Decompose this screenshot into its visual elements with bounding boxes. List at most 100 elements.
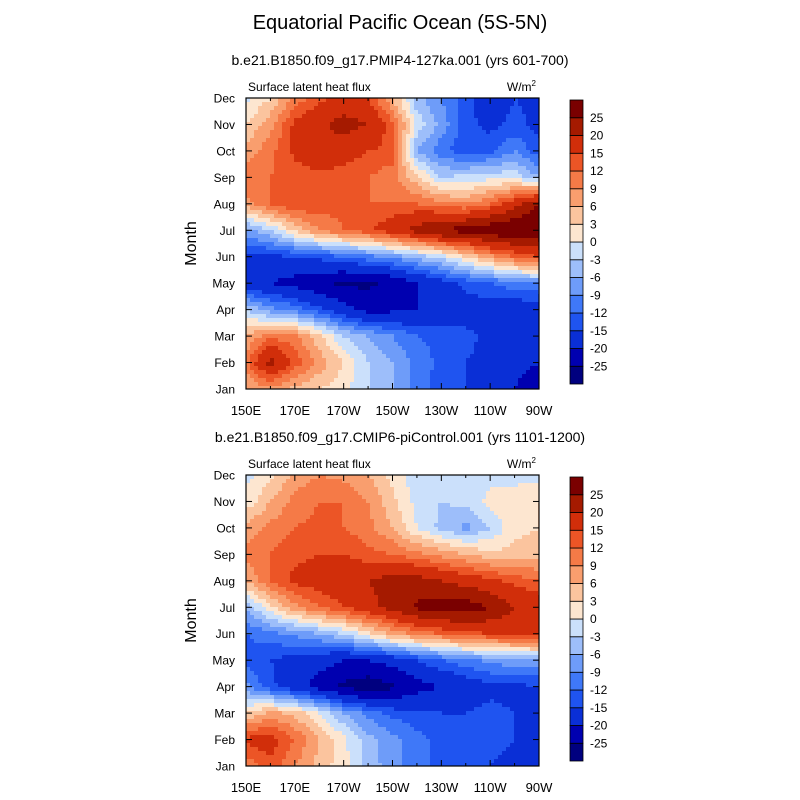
heatmap-cell (530, 226, 535, 231)
heatmap-cell (298, 230, 303, 235)
heatmap-cell (338, 122, 343, 127)
heatmap-cell (486, 342, 491, 347)
heatmap-cell (282, 250, 287, 255)
heatmap-cell (386, 362, 391, 367)
heatmap-cell (246, 226, 251, 231)
heatmap-cell (490, 254, 495, 259)
heatmap-cell (382, 330, 387, 335)
heatmap-cell (298, 346, 303, 351)
heatmap-cell (530, 174, 535, 179)
heatmap-cell (254, 206, 259, 211)
heatmap-cell (486, 210, 491, 215)
heatmap-cell (250, 238, 255, 243)
heatmap-cell (474, 326, 479, 331)
heatmap-cell (442, 158, 447, 163)
heatmap-cell (522, 246, 527, 251)
heatmap-cell (458, 182, 463, 187)
heatmap-cell (286, 174, 291, 179)
heatmap-cell (534, 222, 539, 227)
heatmap-cell (502, 358, 507, 363)
heatmap-cell (450, 302, 455, 307)
heatmap-cell (506, 166, 511, 171)
heatmap-cell (462, 206, 467, 211)
heatmap-cell (282, 190, 287, 195)
heatmap-cell (374, 118, 379, 123)
heatmap-cell (318, 338, 323, 343)
heatmap-cell (458, 270, 463, 275)
heatmap-cell (482, 290, 487, 295)
heatmap-cell (282, 326, 287, 331)
heatmap-cell (306, 322, 311, 327)
heatmap-cell (378, 226, 383, 231)
heatmap-cell (250, 318, 255, 323)
heatmap-cell (262, 350, 267, 355)
heatmap-cell (414, 262, 419, 267)
heatmap-cell (374, 186, 379, 191)
heatmap-cell (298, 306, 303, 311)
heatmap-cell (362, 122, 367, 127)
heatmap-cell (294, 358, 299, 363)
heatmap-cell (490, 190, 495, 195)
heatmap-cell (490, 226, 495, 231)
heatmap-cell (246, 130, 251, 135)
heatmap-cell (294, 290, 299, 295)
heatmap-cell (354, 154, 359, 159)
heatmap-cell (294, 114, 299, 119)
heatmap-cell (454, 102, 459, 107)
heatmap-cell (246, 282, 251, 287)
heatmap-cell (278, 358, 283, 363)
heatmap-cell (374, 166, 379, 171)
heatmap-cell (246, 210, 251, 215)
heatmap-cell (426, 358, 431, 363)
heatmap-cell (382, 178, 387, 183)
heatmap-cell (306, 98, 311, 103)
heatmap-cell (322, 98, 327, 103)
heatmap-cell (330, 98, 335, 103)
heatmap-cell (518, 178, 523, 183)
heatmap-cell (410, 358, 415, 363)
heatmap-cell (362, 330, 367, 335)
heatmap-cell (326, 162, 331, 167)
heatmap-cell (326, 282, 331, 287)
heatmap-cell (326, 290, 331, 295)
heatmap-cell (294, 158, 299, 163)
heatmap-cell (442, 326, 447, 331)
heatmap-cell (254, 322, 259, 327)
heatmap-cell (446, 186, 451, 191)
heatmap-cell (522, 234, 527, 239)
heatmap-cell (486, 322, 491, 327)
heatmap-cell (306, 198, 311, 203)
heatmap-cell (486, 362, 491, 367)
heatmap-cell (498, 146, 503, 151)
heatmap-cell (294, 142, 299, 147)
heatmap-cell (426, 306, 431, 311)
heatmap-cell (434, 318, 439, 323)
heatmap-cell (266, 202, 271, 207)
heatmap-cell (462, 326, 467, 331)
heatmap-cell (250, 310, 255, 315)
heatmap-cell (326, 350, 331, 355)
heatmap-cell (478, 202, 483, 207)
heatmap-cell (334, 254, 339, 259)
heatmap-cell (322, 294, 327, 299)
heatmap-cell (430, 154, 435, 159)
heatmap-cell (486, 190, 491, 195)
heatmap-cell (470, 134, 475, 139)
heatmap-cell (438, 302, 443, 307)
heatmap-cell (406, 178, 411, 183)
heatmap-cell (402, 182, 407, 187)
heatmap-cell (534, 262, 539, 267)
heatmap-cell (482, 338, 487, 343)
heatmap-cell (366, 126, 371, 131)
heatmap-cell (270, 158, 275, 163)
heatmap-cell (422, 218, 427, 223)
heatmap-cell (314, 114, 319, 119)
heatmap-cell (446, 142, 451, 147)
heatmap-cell (526, 146, 531, 151)
heatmap-cell (306, 154, 311, 159)
heatmap-cell (438, 182, 443, 187)
heatmap-cell (446, 214, 451, 219)
heatmap-cell (290, 298, 295, 303)
heatmap-cell (534, 150, 539, 155)
heatmap-cell (354, 354, 359, 359)
